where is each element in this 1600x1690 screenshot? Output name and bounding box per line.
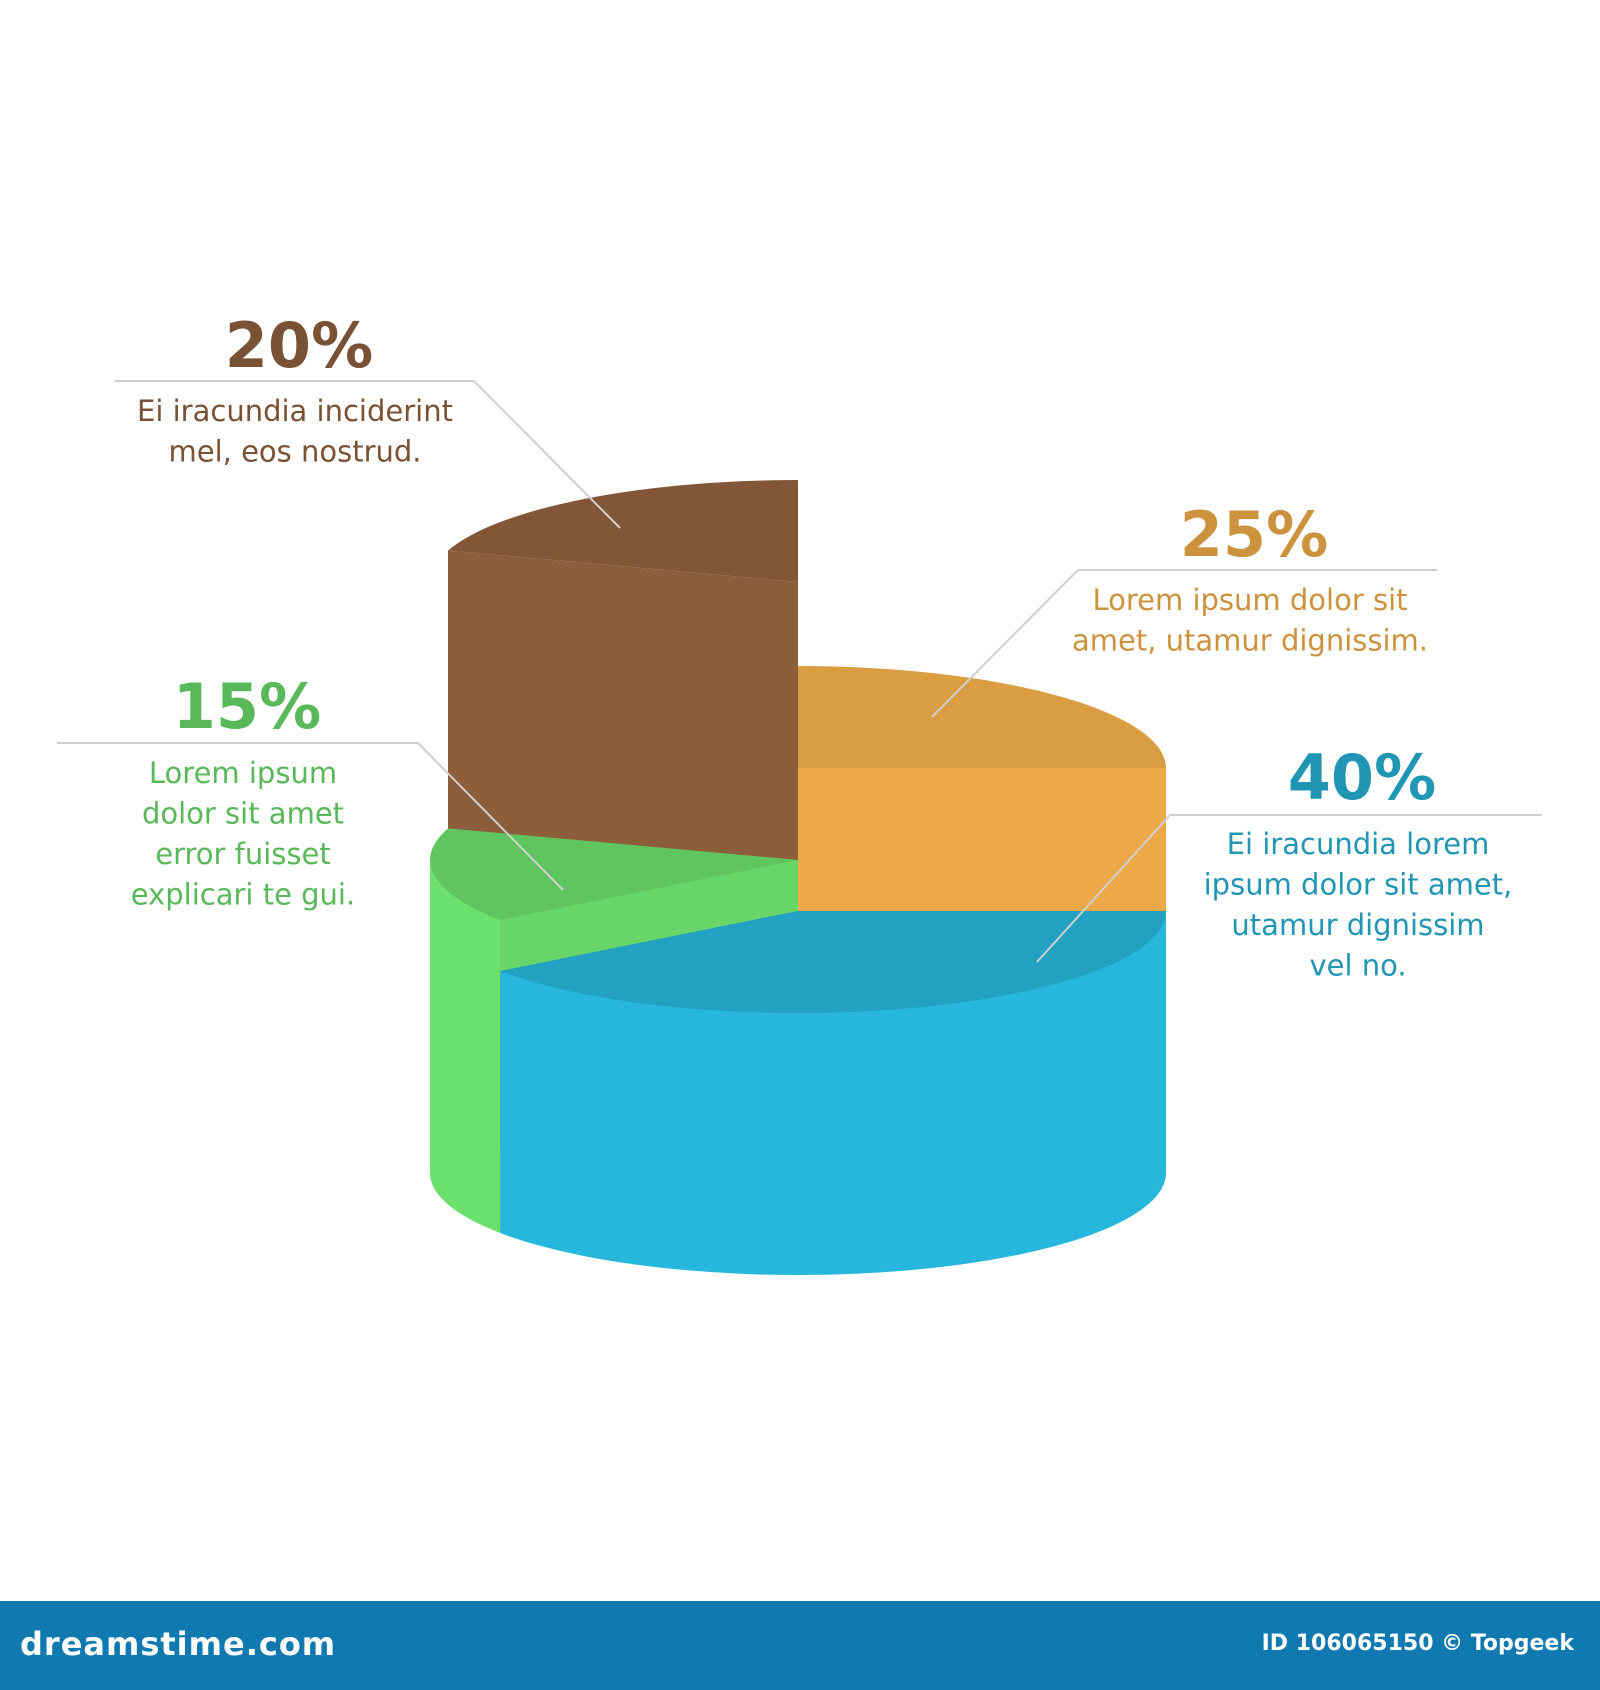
description-line: Ei iracundia inciderint — [137, 394, 453, 428]
description-line: mel, eos nostrud. — [168, 435, 421, 469]
description-line: vel no. — [1309, 949, 1406, 983]
chart: 20% Ei iracundia inciderint mel, eos nostr… — [57, 309, 1542, 1276]
description-line: Lorem ipsum — [149, 756, 337, 790]
footer-site: dreamstime.com — [20, 1625, 337, 1663]
description-line: utamur dignissim — [1231, 908, 1484, 942]
leader-line — [473, 380, 621, 529]
description-line: ipsum dolor sit amet, — [1204, 868, 1513, 902]
leader-line — [1036, 814, 1171, 963]
slice-top — [500, 911, 1166, 1014]
value-label: 40% — [1288, 741, 1436, 814]
slice-wall — [429, 860, 501, 1233]
description-line: error fuisset — [155, 837, 331, 871]
value-label: 15% — [173, 670, 321, 743]
description-line: amet, utamur dignissim. — [1072, 624, 1428, 658]
leader-line — [931, 569, 1079, 718]
slice-top — [429, 828, 798, 920]
value-label: 20% — [225, 309, 373, 382]
description-line: Lorem ipsum dolor sit — [1092, 583, 1407, 617]
value-label: 25% — [1180, 498, 1328, 571]
footer: dreamstime.com ID 106065150 © Topgeek — [0, 1601, 1600, 1690]
slice-top — [798, 666, 1166, 768]
description-line: explicari te gui. — [131, 878, 355, 912]
description-line: Ei iracundia lorem — [1227, 827, 1490, 861]
leader-line — [417, 742, 564, 891]
slice-top — [448, 480, 798, 582]
footer-credit: ID 106065150 © Topgeek — [1261, 1631, 1574, 1656]
description-line: dolor sit amet — [142, 797, 344, 831]
slice-wall — [500, 911, 1166, 1276]
